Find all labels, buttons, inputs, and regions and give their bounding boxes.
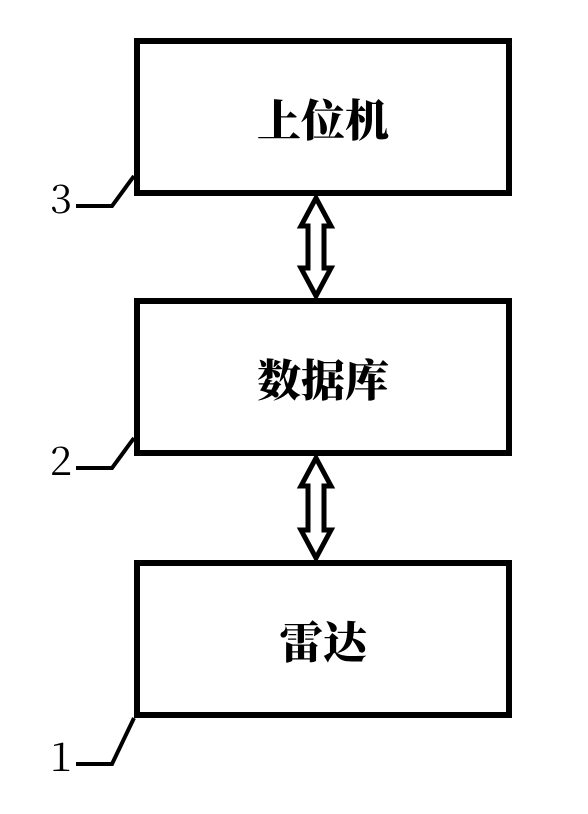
leader-line-3 — [74, 174, 136, 208]
node-host-computer-label: 上位机 — [257, 85, 389, 149]
leader-line-2 — [74, 436, 136, 470]
node-host-computer: 上位机 — [134, 38, 512, 196]
leader-line-1 — [74, 716, 136, 766]
callout-number-2: 2 — [50, 430, 72, 487]
callout-number-1: 1 — [50, 726, 72, 783]
bidirectional-arrow-bottom — [297, 456, 335, 560]
callout-number-3: 3 — [50, 168, 72, 225]
bidirectional-arrow-top — [297, 196, 335, 298]
node-database: 数据库 — [134, 298, 512, 456]
node-database-label: 数据库 — [257, 345, 389, 409]
node-radar: 雷达 — [134, 560, 512, 718]
diagram-canvas: 上位机 数据库 雷达 3 2 1 — [0, 0, 588, 814]
node-radar-label: 雷达 — [279, 607, 367, 671]
